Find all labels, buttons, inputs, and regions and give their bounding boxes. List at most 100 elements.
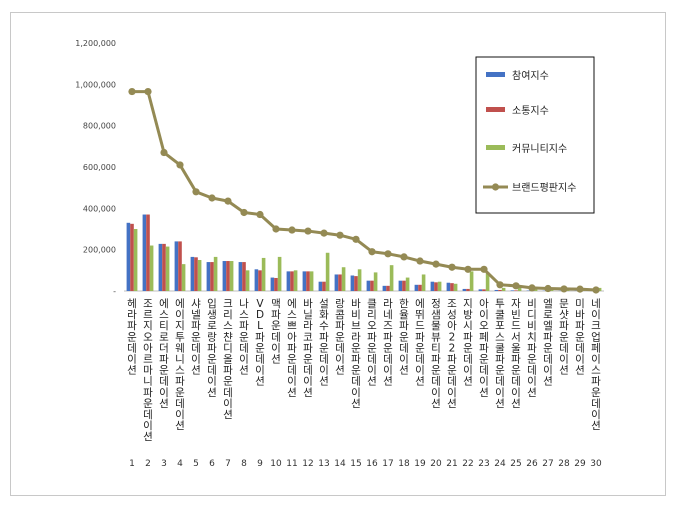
bar-8-커뮤니티지수 [245,270,250,291]
bar-5-참여지수 [190,256,195,291]
rank-number-24: 24 [494,459,506,469]
line-point-16 [368,248,376,256]
rank-number-4: 4 [177,459,183,469]
bar-25-참여지수 [510,290,515,291]
rank-number-11: 11 [286,459,297,469]
line-point-1 [128,87,136,96]
bar-9-소통지수 [258,270,262,291]
bar-16-참여지수 [366,280,371,291]
legend-swatch-커뮤니티지수 [486,145,505,150]
line-point-8 [240,208,248,217]
bar-19-소통지수 [418,284,422,291]
bar-2-커뮤니티지수 [149,245,154,291]
legend-swatch-marker-브랜드평판지수 [491,183,500,191]
bar-9-커뮤니티지수 [261,257,266,291]
bar-6-소통지수 [210,262,214,291]
bar-6-커뮤니티지수 [213,256,218,291]
bar-2-참여지수 [142,214,147,291]
line-point-3 [160,148,168,157]
rank-number-7: 7 [225,459,231,469]
rank-number-6: 6 [209,459,215,469]
line-point-17 [384,250,392,258]
bar-24-커뮤니티지수 [501,287,506,291]
bar-15-커뮤니티지수 [357,269,362,291]
bar-20-커뮤니티지수 [437,281,442,291]
y-tick-label-3: 600,000 [83,163,116,172]
bar-17-소통지수 [386,285,390,291]
y-tick-label-0: - [113,287,116,296]
bar-11-참여지수 [286,271,291,291]
bar-11-커뮤니티지수 [293,270,298,291]
line-point-26 [528,284,536,292]
bar-10-참여지수 [270,277,275,291]
bar-23-커뮤니티지수 [485,272,490,291]
line-point-30 [592,286,600,294]
line-point-23 [480,265,488,273]
bar-10-소통지수 [274,277,278,291]
y-tick-label-2: 400,000 [83,204,116,213]
y-tick-label-1: 200,000 [83,246,116,255]
bar-21-소통지수 [450,283,454,291]
rank-number-5: 5 [193,459,199,469]
line-point-15 [352,235,360,243]
rank-number-1: 1 [129,459,135,469]
line-point-10 [272,225,280,233]
legend-label-브랜드평판지수: 브랜드평판지수 [512,182,576,194]
rank-number-20: 20 [430,459,442,469]
line-point-14 [336,231,344,239]
bar-13-커뮤니티지수 [325,252,330,291]
rank-number-13: 13 [318,459,329,469]
bar-14-커뮤니티지수 [341,267,346,291]
bar-2-소통지수 [146,214,150,291]
line-point-22 [464,265,472,273]
bar-19-커뮤니티지수 [421,274,426,291]
bar-21-커뮤니티지수 [453,283,458,291]
bar-10-커뮤니티지수 [277,256,282,291]
bar-7-참여지수 [222,261,227,291]
rank-number-8: 8 [241,459,247,469]
line-point-25 [512,282,520,290]
bar-19-참여지수 [414,284,419,291]
bar-12-커뮤니티지수 [309,271,314,291]
rank-number-12: 12 [302,459,313,469]
bar-22-소통지수 [466,288,470,291]
line-point-28 [560,285,568,293]
bar-5-소통지수 [194,257,198,291]
bar-5-커뮤니티지수 [197,260,202,291]
rank-number-27: 27 [542,459,553,469]
bar-15-소통지수 [354,276,358,291]
y-tick-label-4: 800,000 [83,122,116,131]
bar-17-참여지수 [382,285,387,291]
rank-number-2: 2 [145,459,151,469]
bar-17-커뮤니티지수 [389,265,394,291]
line-point-11 [288,226,296,234]
bar-8-참여지수 [238,262,243,291]
bar-18-참여지수 [398,280,403,291]
rank-number-25: 25 [510,459,521,469]
line-point-2 [144,87,152,96]
bar-3-소통지수 [162,243,166,291]
legend-swatch-참여지수 [486,72,505,77]
legend-swatch-소통지수 [486,107,505,112]
bar-3-참여지수 [158,243,163,291]
line-point-18 [400,253,408,261]
rank-number-21: 21 [446,459,457,469]
bar-12-소통지수 [306,271,310,291]
